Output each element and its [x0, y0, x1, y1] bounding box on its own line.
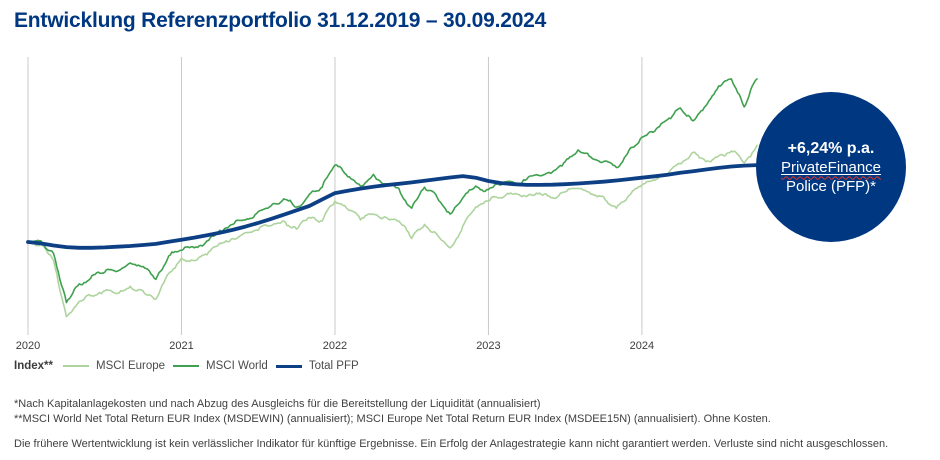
chart-legend: Index** MSCI Europe MSCI World Total PFP — [14, 360, 359, 372]
pfp-return-badge: +6,24% p.a. PrivateFinance Police (PFP)* — [756, 92, 906, 242]
chart-title: Entwicklung Referenzportfolio 31.12.2019… — [14, 9, 547, 32]
legend-swatch-msci-europe — [63, 365, 89, 367]
risk-disclaimer: Die frühere Wertentwicklung ist kein ver… — [14, 438, 889, 450]
x-axis-label-2020: 2020 — [16, 340, 40, 352]
x-axis-label-2021: 2021 — [169, 340, 193, 352]
legend-label-total-pfp: Total PFP — [308, 360, 359, 372]
footnotes: *Nach Kapitalanlagekosten und nach Abzug… — [14, 397, 771, 427]
legend-title: Index** — [14, 360, 53, 372]
series-line-msci_world — [27, 78, 758, 304]
legend-swatch-total-pfp — [275, 364, 302, 368]
legend-item-msci-europe: MSCI Europe — [63, 360, 165, 372]
badge-return-value: +6,24% p.a. — [787, 139, 875, 157]
footnote-indices: **MSCI World Net Total Return EUR Index … — [14, 413, 771, 425]
x-axis-label-2023: 2023 — [476, 340, 500, 352]
performance-chart: 2020 2021 2022 2023 2024 — [16, 57, 759, 352]
series-line-total_pfp — [26, 163, 759, 250]
x-axis-label-2024: 2024 — [630, 340, 654, 352]
legend-item-msci-world: MSCI World — [173, 360, 268, 372]
badge-product-suffix: Police (PFP)* — [785, 177, 877, 195]
legend-swatch-msci-world — [173, 365, 200, 367]
badge-product-name: PrivateFinance — [780, 158, 882, 176]
footnote-liquidity: *Nach Kapitalanlagekosten und nach Abzug… — [14, 398, 541, 410]
legend-label-msci-europe: MSCI Europe — [96, 360, 166, 372]
legend-label-msci-world: MSCI World — [206, 360, 268, 372]
legend-item-total-pfp: Total PFP — [275, 360, 359, 372]
series-line-msci_europe — [27, 144, 758, 318]
x-axis-label-2022: 2022 — [323, 340, 347, 352]
